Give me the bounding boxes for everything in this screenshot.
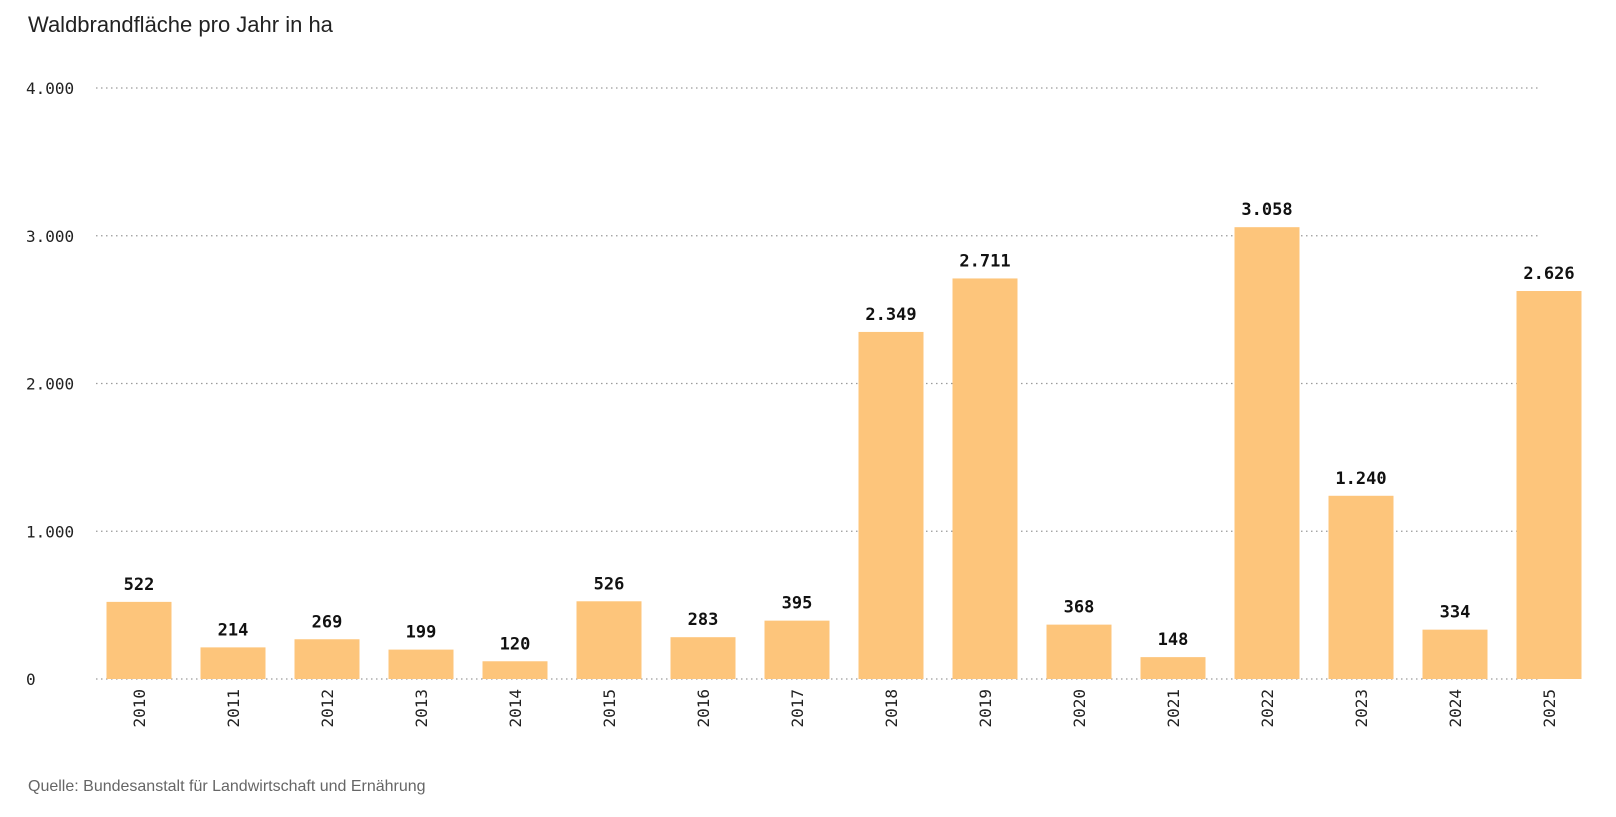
value-labels: 522 214 269 199 120 526 283 395 2.349 2.711 368 148… bbox=[124, 200, 1575, 654]
bar bbox=[482, 661, 548, 679]
x-tick-label: 2019 bbox=[976, 689, 995, 728]
bar bbox=[388, 649, 454, 679]
value-label: 283 bbox=[688, 610, 719, 630]
x-tick-label: 2010 bbox=[130, 689, 149, 728]
x-tick-label: 2020 bbox=[1070, 689, 1089, 728]
value-label: 2.626 bbox=[1523, 264, 1574, 284]
bar bbox=[576, 601, 642, 679]
y-tick-label: 0 bbox=[26, 670, 36, 689]
value-label: 2.349 bbox=[865, 305, 916, 325]
x-tick-label: 2021 bbox=[1164, 689, 1183, 728]
x-tick-label: 2015 bbox=[600, 689, 619, 728]
value-label: 368 bbox=[1064, 598, 1095, 618]
value-label: 214 bbox=[218, 620, 249, 640]
value-label: 395 bbox=[782, 594, 813, 614]
y-tick-label: 2.000 bbox=[26, 375, 74, 394]
x-tick-label: 2011 bbox=[224, 689, 243, 728]
x-tick-label: 2018 bbox=[882, 689, 901, 728]
bar bbox=[1516, 291, 1582, 679]
bar bbox=[1046, 624, 1112, 679]
value-label: 334 bbox=[1440, 603, 1471, 623]
x-axis-ticks: 2010 2011 2012 2013 2014 2015 2016 2017 2018 2019… bbox=[130, 689, 1559, 728]
value-label: 522 bbox=[124, 575, 155, 595]
bar bbox=[670, 637, 736, 679]
bar bbox=[294, 639, 360, 679]
x-tick-label: 2013 bbox=[412, 689, 431, 728]
bar bbox=[858, 331, 924, 679]
bar bbox=[1422, 629, 1488, 679]
y-tick-label: 4.000 bbox=[26, 79, 74, 98]
bar bbox=[1234, 227, 1300, 680]
y-axis-ticks: 0 1.000 2.000 3.000 4.000 bbox=[26, 79, 74, 689]
value-label: 120 bbox=[500, 634, 531, 654]
x-tick-label: 2022 bbox=[1258, 689, 1277, 728]
value-label: 3.058 bbox=[1241, 200, 1292, 220]
value-label: 269 bbox=[312, 612, 343, 632]
bar bbox=[764, 620, 830, 679]
bar bbox=[200, 647, 266, 679]
bar bbox=[952, 278, 1018, 679]
y-tick-label: 3.000 bbox=[26, 227, 74, 246]
x-tick-label: 2023 bbox=[1352, 689, 1371, 728]
y-tick-label: 1.000 bbox=[26, 522, 74, 541]
source-note: Quelle: Bundesanstalt für Landwirtschaft… bbox=[28, 778, 426, 795]
bars bbox=[106, 227, 1582, 680]
value-label: 1.240 bbox=[1335, 469, 1386, 489]
value-label: 199 bbox=[406, 623, 437, 643]
bar bbox=[106, 601, 172, 679]
x-tick-label: 2014 bbox=[506, 689, 525, 728]
bar bbox=[1328, 495, 1394, 679]
x-tick-label: 2016 bbox=[694, 689, 713, 728]
x-tick-label: 2024 bbox=[1446, 689, 1465, 728]
bar bbox=[1140, 657, 1206, 679]
value-label: 526 bbox=[594, 574, 625, 594]
x-tick-label: 2012 bbox=[318, 689, 337, 728]
x-tick-label: 2025 bbox=[1540, 689, 1559, 728]
x-tick-label: 2017 bbox=[788, 689, 807, 728]
gridlines bbox=[96, 87, 1540, 680]
chart-title: Waldbrandfläche pro Jahr in ha bbox=[28, 12, 333, 37]
value-label: 148 bbox=[1158, 630, 1189, 650]
value-label: 2.711 bbox=[959, 251, 1010, 271]
